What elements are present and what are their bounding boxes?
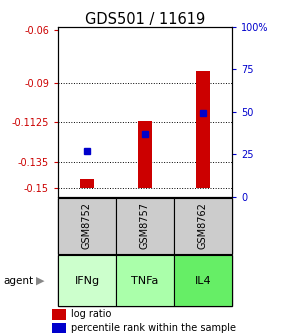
Text: GSM8752: GSM8752	[82, 203, 92, 249]
Bar	[52, 309, 66, 320]
Text: agent: agent	[3, 276, 33, 286]
Text: GSM8757: GSM8757	[140, 203, 150, 249]
Bar	[116, 198, 174, 254]
Bar	[174, 198, 232, 254]
Bar	[80, 179, 94, 188]
Text: log ratio: log ratio	[71, 309, 111, 320]
Bar	[58, 255, 116, 306]
Bar	[174, 255, 232, 306]
Text: IFNg: IFNg	[75, 276, 99, 286]
Bar	[138, 121, 152, 188]
Bar	[196, 71, 210, 188]
Bar	[52, 323, 66, 333]
Text: percentile rank within the sample: percentile rank within the sample	[71, 323, 236, 333]
Text: IL4: IL4	[195, 276, 211, 286]
Bar	[116, 255, 174, 306]
Text: TNFa: TNFa	[131, 276, 159, 286]
Text: ▶: ▶	[36, 276, 45, 286]
Bar	[58, 198, 116, 254]
Text: GSM8762: GSM8762	[198, 203, 208, 249]
Text: GDS501 / 11619: GDS501 / 11619	[85, 12, 205, 27]
